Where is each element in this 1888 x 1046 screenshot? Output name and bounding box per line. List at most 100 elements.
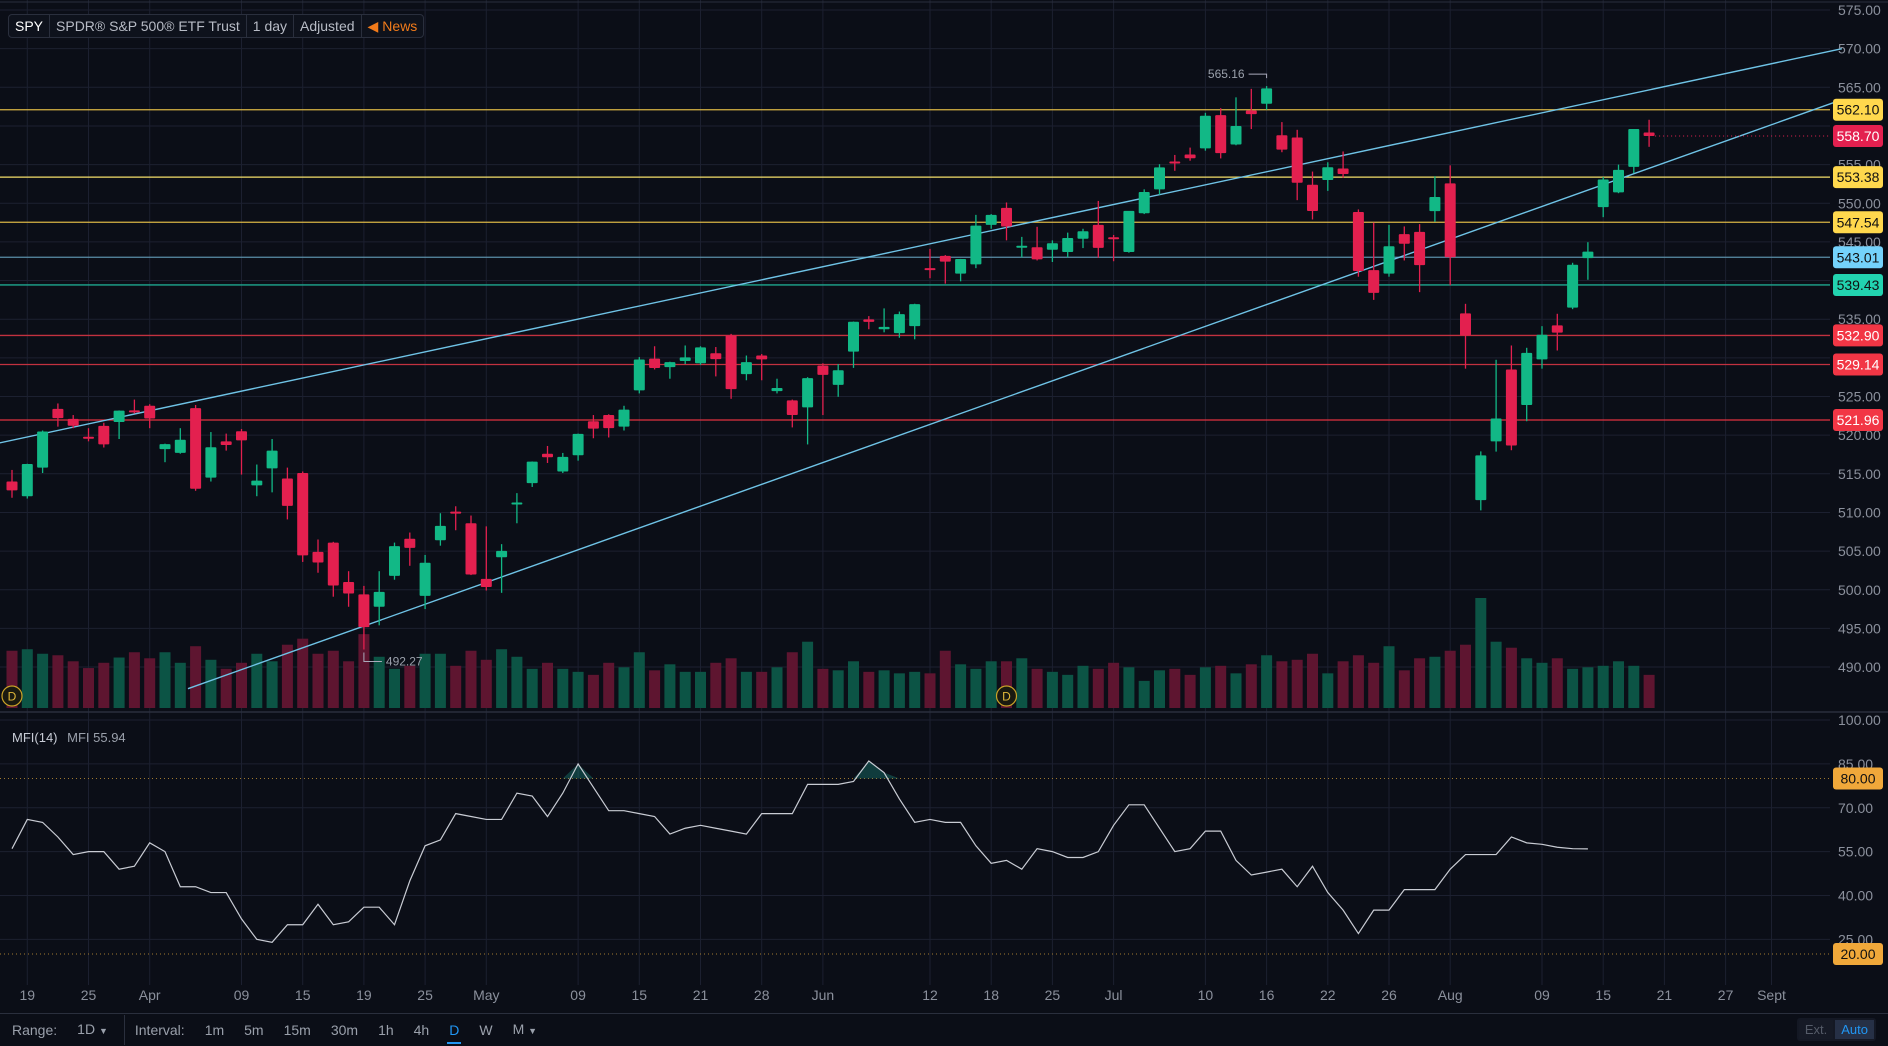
volume-bar (343, 661, 355, 708)
volume-bar (6, 650, 18, 708)
price-level-label: 553.38 (1837, 169, 1880, 185)
date-axis-tick: Jul (1105, 987, 1123, 1003)
date-axis-tick: 19 (356, 987, 372, 1003)
volume-bar (725, 658, 737, 708)
date-axis-tick: 19 (20, 987, 36, 1003)
candle-body (1245, 110, 1257, 115)
candle-body (312, 551, 324, 563)
candle-body (1062, 237, 1074, 252)
ext-button[interactable]: Ext. (1798, 1020, 1834, 1039)
candle-body (1215, 115, 1227, 154)
volume-bar (220, 668, 232, 708)
volume-bar (37, 653, 49, 708)
interval-4h[interactable]: 4h (413, 1022, 430, 1038)
price-level-label-bg (1833, 273, 1883, 296)
volume-bar (924, 673, 936, 708)
price-level-label-bg (1833, 353, 1883, 376)
adjustment-label[interactable]: Adjusted (294, 15, 362, 37)
candle-body (1261, 88, 1273, 104)
price-level-label: 543.01 (1837, 249, 1880, 265)
date-axis-tick: 18 (983, 987, 999, 1003)
volume-bar (1154, 670, 1165, 708)
date-axis-tick: May (473, 987, 499, 1003)
scale-toggles: Ext. Auto (1796, 1018, 1876, 1041)
candle-body (1414, 231, 1426, 266)
candle-body (144, 405, 156, 419)
interval-m: M (512, 1021, 525, 1037)
interval-30m[interactable]: 30m (330, 1022, 359, 1038)
volume-bar (52, 655, 64, 708)
volume-bar (128, 652, 140, 708)
volume-bar (465, 650, 477, 708)
interval-1h[interactable]: 1h (378, 1022, 394, 1038)
volume-bar (557, 668, 569, 708)
volume-bar (1322, 673, 1334, 708)
candle-body (480, 578, 492, 588)
candle-body (98, 425, 110, 445)
volume-bar (327, 650, 339, 708)
candle-body (251, 480, 263, 486)
volume-bar (174, 662, 186, 708)
volume-bar (21, 649, 33, 708)
candle-body (1307, 184, 1318, 212)
volume-bar (740, 671, 752, 708)
interval-d[interactable]: D (439, 1015, 469, 1045)
mfi-axis-tick: 70.00 (1838, 800, 1873, 816)
interval-15m[interactable]: 15m (283, 1022, 311, 1038)
date-axis-tick: 25 (1045, 987, 1061, 1003)
volume-bar (1460, 644, 1471, 708)
candle-body (695, 347, 706, 364)
volume-bar (1444, 650, 1456, 708)
interval-w[interactable]: W (479, 1022, 493, 1038)
volume-bar (542, 662, 553, 708)
mfi-legend: MFI(14) MFI 55.94 (12, 730, 132, 745)
price-axis-tick: 490.00 (1838, 659, 1881, 675)
candle-body (1108, 237, 1120, 240)
volume-bar (695, 671, 706, 708)
candle-body (649, 358, 661, 368)
candle-body (1031, 247, 1043, 260)
candle-body (1505, 369, 1517, 446)
candle-body (190, 408, 202, 489)
candle-body (1016, 245, 1028, 248)
volume-bar (312, 653, 324, 708)
news-button[interactable]: ◀ News (362, 15, 424, 37)
interval-label[interactable]: 1 day (247, 15, 295, 37)
volume-bar (236, 662, 247, 708)
volume-bar (1505, 647, 1517, 708)
auto-scale-button[interactable]: Auto (1835, 1020, 1874, 1039)
symbol-name: SPDR® S&P 500® ETF Trust (50, 15, 247, 37)
interval-5m[interactable]: 5m (244, 1022, 264, 1038)
candle-body (1536, 334, 1548, 360)
candle-body (939, 255, 951, 262)
interval-m-dropdown[interactable]: M ▼ (503, 1014, 547, 1046)
dividend-marker-icon (1, 685, 23, 707)
price-level-label-bg (1833, 211, 1883, 234)
price-axis-tick: 550.00 (1838, 195, 1881, 211)
dividend-marker-label: D (8, 690, 17, 704)
interval-1m[interactable]: 1m (204, 1022, 225, 1038)
caret-down-icon: ▼ (98, 1026, 108, 1036)
volume-bar (1077, 665, 1089, 708)
price-chart[interactable]: 565.16 492.27 D D 490.00 495.00 500.00 505.00 51… (0, 0, 1888, 1013)
volume-bar (480, 659, 492, 708)
candle-body (863, 319, 875, 322)
candle-body (1475, 455, 1487, 501)
symbol-ticker[interactable]: SPY (9, 15, 51, 37)
range-dropdown[interactable]: 1D ▼ (67, 1014, 118, 1046)
candle-body (1001, 207, 1012, 227)
range-label: Range: (12, 1022, 58, 1038)
candle-body (664, 362, 676, 368)
volume-bar (1138, 680, 1150, 708)
mfi-axis-tick: 40.00 (1838, 888, 1873, 904)
volume-bar (511, 656, 523, 708)
volume-bar (1551, 658, 1563, 708)
candle-body (985, 214, 997, 225)
volume-bar (909, 671, 921, 708)
volume-bar (373, 656, 385, 708)
candle-body (909, 304, 921, 327)
volume-bar (389, 668, 400, 708)
volume-bar (1383, 646, 1395, 708)
volume-bar (1215, 665, 1227, 708)
volume-bar (496, 649, 508, 708)
